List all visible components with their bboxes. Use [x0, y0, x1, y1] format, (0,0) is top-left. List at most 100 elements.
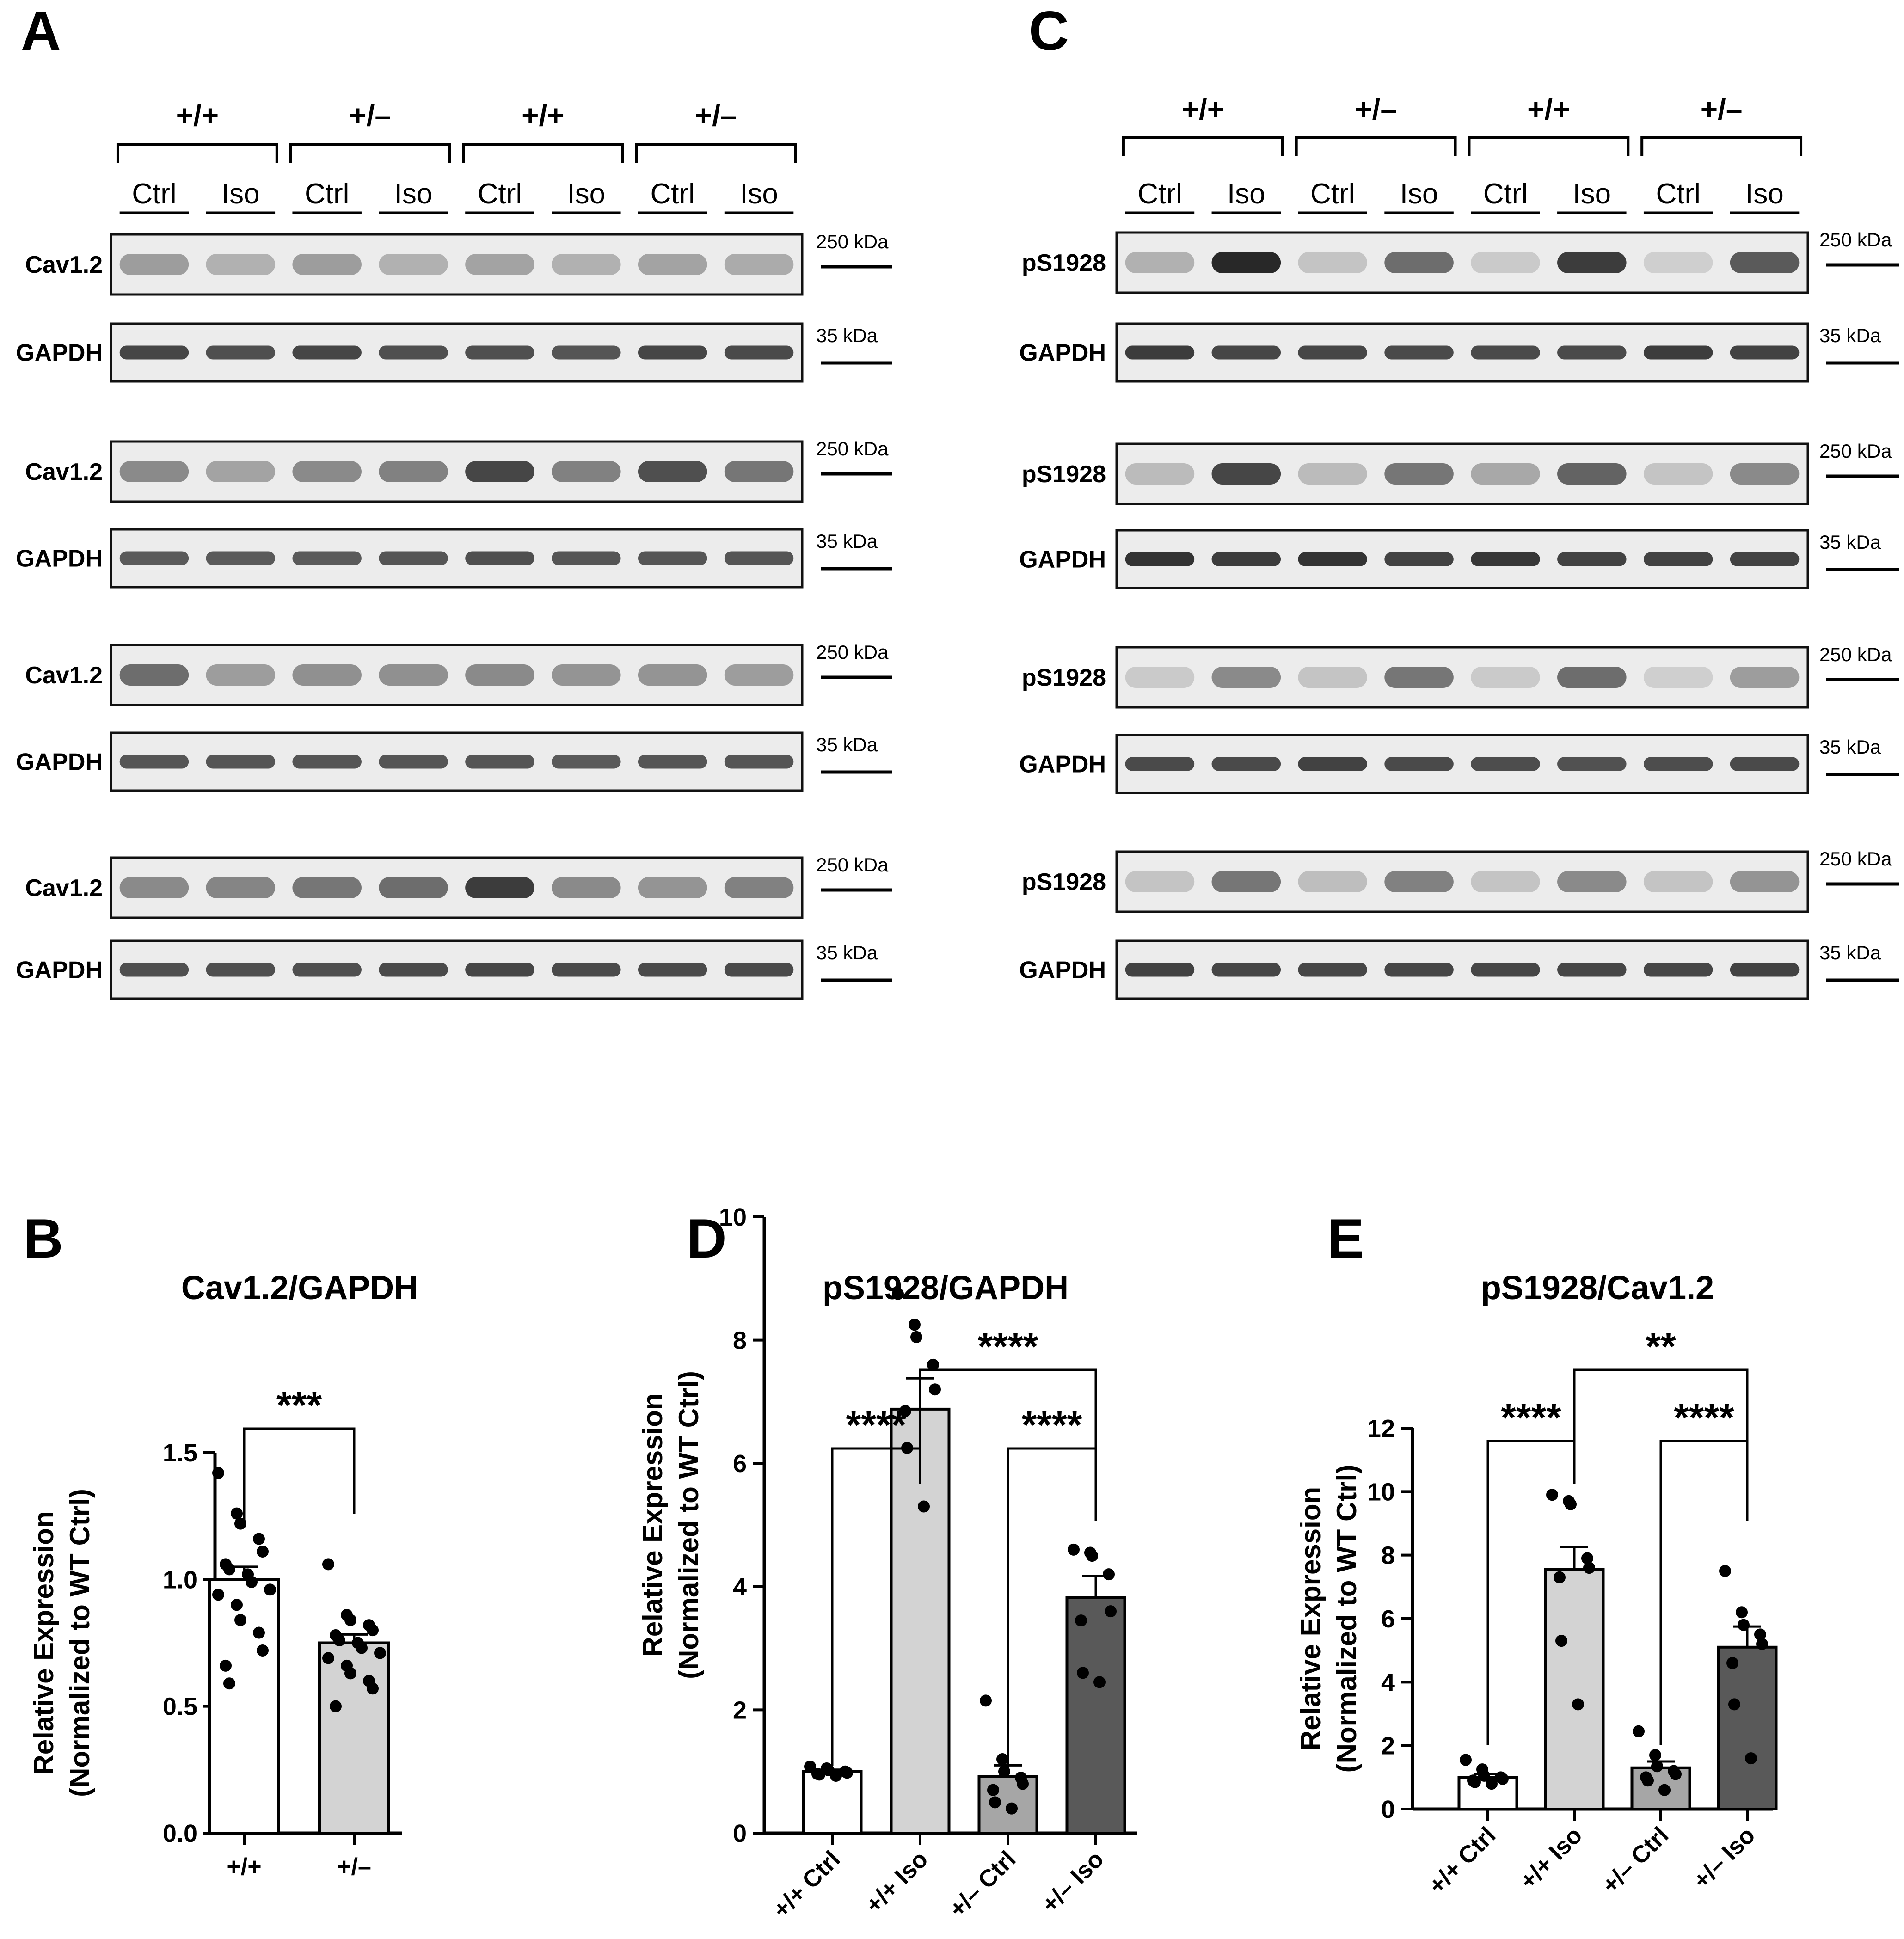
- data-point: [841, 1767, 853, 1779]
- x-category-label: +/– Iso: [1688, 1822, 1760, 1894]
- y-tick-label: 8: [733, 1327, 747, 1355]
- loading-band: [552, 345, 621, 360]
- loading-band: [638, 755, 707, 769]
- target-row-label: pS1928: [1022, 664, 1106, 691]
- data-point: [253, 1626, 265, 1639]
- target-band: [292, 664, 362, 686]
- significance-bracket: [243, 1427, 356, 1526]
- data-point: [1554, 1571, 1566, 1583]
- target-band: [1643, 252, 1713, 273]
- bar: [1544, 1568, 1605, 1810]
- data-point: [333, 1634, 345, 1647]
- loading-band: [1384, 552, 1454, 566]
- data-point: [257, 1644, 269, 1657]
- target-band: [206, 254, 276, 275]
- data-point: [998, 1765, 1010, 1778]
- data-point: [1745, 1752, 1757, 1765]
- bar: [802, 1770, 863, 1835]
- genotype-bracket: [635, 143, 797, 163]
- target-band: [638, 461, 707, 482]
- significance-label: ****: [1674, 1396, 1734, 1439]
- target-band: [1557, 871, 1627, 892]
- loading-band: [1211, 345, 1281, 360]
- data-point: [1651, 1760, 1663, 1773]
- target-band: [465, 254, 534, 275]
- loading-band: [379, 755, 448, 769]
- chart-title: pS1928/GAPDH: [823, 1270, 1069, 1307]
- loading-band: [1557, 552, 1627, 566]
- loading-band: [1643, 963, 1713, 977]
- genotype-bracket: [462, 143, 624, 163]
- target-band: [465, 877, 534, 898]
- target-band: [379, 254, 448, 275]
- target-row-label: pS1928: [1022, 869, 1106, 896]
- genotype-bracket: [1640, 136, 1803, 156]
- target-band: [465, 664, 534, 686]
- y-tick-label: 10: [719, 1203, 747, 1231]
- target-band: [638, 877, 707, 898]
- loading-band: [292, 755, 362, 769]
- y-tick-label: 2: [1381, 1732, 1395, 1760]
- condition-label: Iso: [1572, 178, 1611, 210]
- data-point: [1719, 1565, 1731, 1577]
- loading-row-label: GAPDH: [1019, 751, 1106, 778]
- loading-band: [206, 963, 276, 977]
- loading-row-label: GAPDH: [16, 957, 103, 984]
- loading-band: [1643, 552, 1713, 566]
- target-band: [724, 664, 794, 686]
- target-band: [1730, 463, 1800, 485]
- significance-label: ***: [276, 1383, 322, 1427]
- loading-band: [552, 551, 621, 565]
- molecular-weight-label: 35 kDa: [816, 734, 878, 755]
- y-tick-label: 4: [733, 1573, 747, 1601]
- data-point: [1736, 1606, 1748, 1619]
- target-band: [292, 254, 362, 275]
- loading-band: [119, 551, 189, 565]
- molecular-weight-label: 35 kDa: [816, 530, 878, 552]
- data-point: [1555, 1635, 1567, 1647]
- loading-band: [1211, 552, 1281, 566]
- data-point: [367, 1624, 379, 1637]
- y-tick-label: 4: [1381, 1669, 1395, 1696]
- data-point: [1658, 1784, 1671, 1796]
- y-tick-label: 1.0: [163, 1566, 197, 1594]
- panel-letter-e: E: [1327, 1208, 1364, 1270]
- y-tick-label: 0.5: [163, 1693, 197, 1721]
- target-band: [379, 461, 448, 482]
- y-tick-label: 0: [733, 1820, 747, 1847]
- target-band: [638, 664, 707, 686]
- loading-band: [1125, 552, 1195, 566]
- genotype-header: +/+: [1182, 92, 1225, 126]
- condition-label: Ctrl: [1483, 178, 1528, 210]
- loading-band: [1730, 757, 1800, 771]
- condition-label: Iso: [1227, 178, 1265, 210]
- data-point: [1077, 1667, 1089, 1679]
- data-point: [322, 1558, 334, 1571]
- condition-label: Ctrl: [1310, 178, 1355, 210]
- y-axis-label: (Normalized to WT Ctrl): [1331, 1465, 1362, 1773]
- target-band: [1384, 871, 1454, 892]
- target-band: [206, 877, 276, 898]
- data-point: [989, 1796, 1001, 1809]
- loading-band: [724, 551, 794, 565]
- loading-band: [379, 963, 448, 977]
- loading-band: [1384, 345, 1454, 360]
- target-band: [1384, 667, 1454, 688]
- target-band: [1125, 667, 1195, 688]
- loading-band: [1730, 963, 1800, 977]
- significance-label: ****: [846, 1403, 907, 1447]
- genotype-header: +/+: [1527, 92, 1570, 126]
- data-point: [909, 1319, 921, 1331]
- target-row-label: Cav1.2: [25, 875, 103, 902]
- genotype-header: +/–: [1701, 92, 1743, 126]
- y-tick-label: 2: [733, 1696, 747, 1724]
- x-category-label: +/+ Iso: [860, 1846, 934, 1919]
- data-point: [1756, 1638, 1768, 1650]
- data-point: [234, 1614, 246, 1626]
- target-band: [1471, 463, 1540, 485]
- loading-band: [292, 345, 362, 360]
- data-point: [322, 1652, 334, 1664]
- genotype-bracket: [116, 143, 278, 163]
- loading-band: [1125, 345, 1195, 360]
